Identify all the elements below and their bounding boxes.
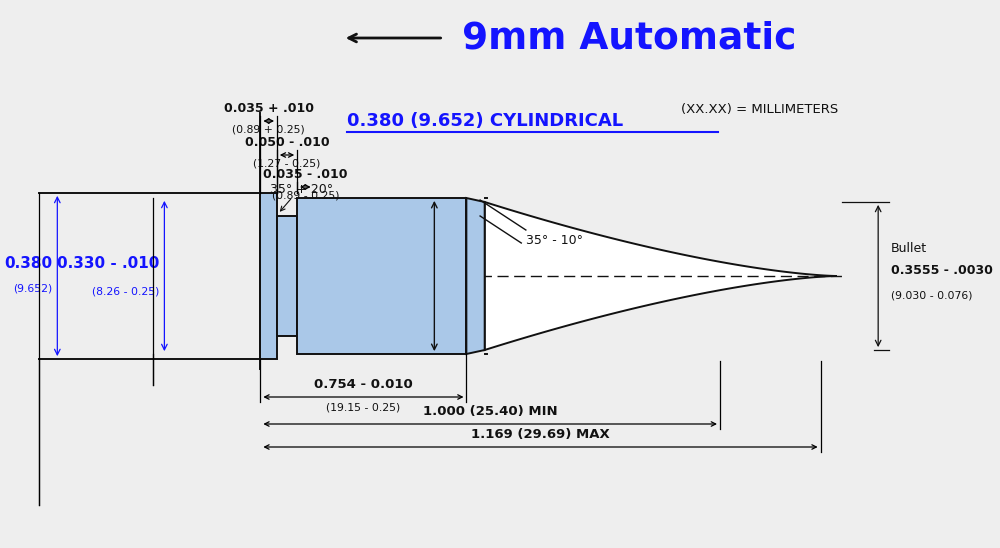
Text: 1.169 (29.69) MAX: 1.169 (29.69) MAX [471,428,610,441]
Polygon shape [466,198,485,354]
Text: (9.652): (9.652) [13,284,53,294]
Text: 0.380 (9.652) CYLINDRICAL: 0.380 (9.652) CYLINDRICAL [347,112,624,130]
Text: 35° + 20°: 35° + 20° [270,183,333,196]
Text: 0.3555 - .0030: 0.3555 - .0030 [891,265,993,277]
Text: 9mm Automatic: 9mm Automatic [462,20,796,56]
Bar [260,193,277,359]
Text: (0.89 - 0.25): (0.89 - 0.25) [272,191,339,201]
Text: (1.27 - 0.25): (1.27 - 0.25) [253,159,321,169]
Polygon shape [485,202,837,350]
Text: 1.000 (25.40) MIN: 1.000 (25.40) MIN [423,405,557,418]
Text: (0.89 + 0.25): (0.89 + 0.25) [232,125,305,135]
Bar [297,198,466,354]
Text: (9.030 - 0.076): (9.030 - 0.076) [891,291,972,301]
Text: 35° - 10°: 35° - 10° [526,235,583,248]
Text: 0.035 + .010: 0.035 + .010 [224,102,314,115]
Text: 0.380: 0.380 [5,256,53,271]
Text: 0.754 - 0.010: 0.754 - 0.010 [314,378,413,391]
Text: 0.050 - .010: 0.050 - .010 [245,136,329,149]
Text: 0.035 - .010: 0.035 - .010 [263,168,348,181]
Text: Bullet: Bullet [891,243,927,255]
Text: (XX.XX) = MILLIMETERS: (XX.XX) = MILLIMETERS [681,104,839,117]
Bar [277,216,297,336]
Text: (19.15 - 0.25): (19.15 - 0.25) [326,402,401,412]
Text: (8.26 - 0.25): (8.26 - 0.25) [92,287,160,297]
Text: 0.330 - .010: 0.330 - .010 [57,256,160,271]
